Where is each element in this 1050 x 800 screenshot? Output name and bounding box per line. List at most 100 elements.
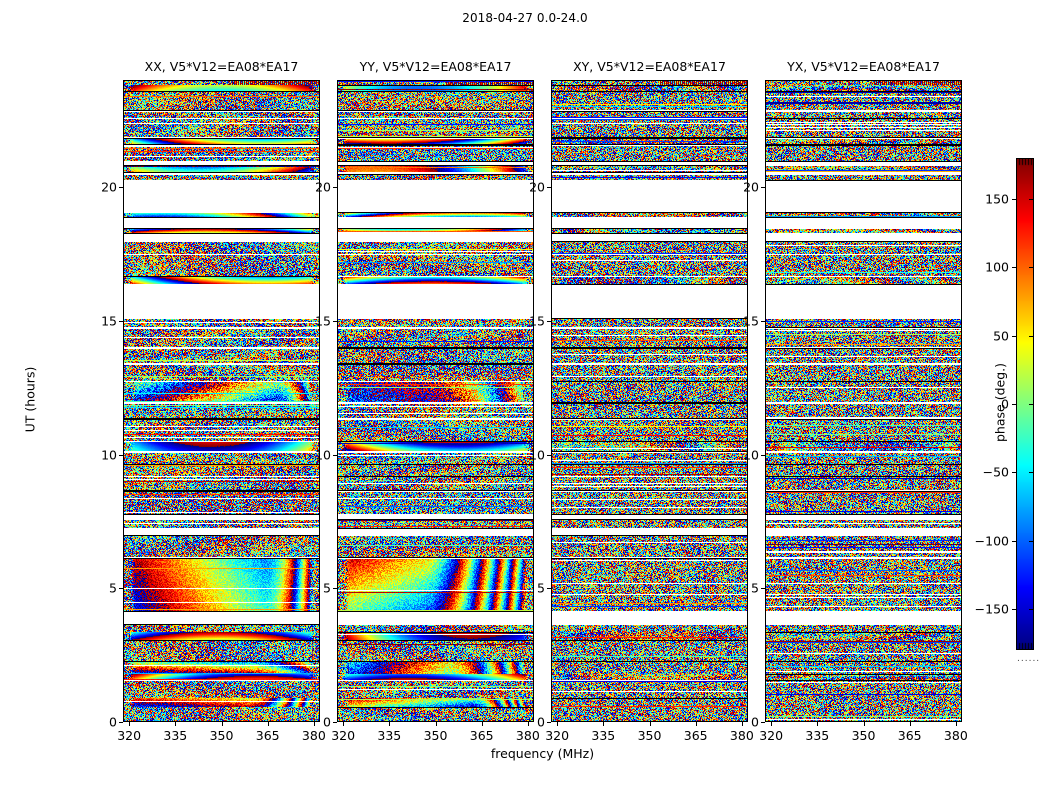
y-tick-label: 0 <box>537 714 545 730</box>
colorbar-tick-mark-inner <box>1029 199 1033 200</box>
y-tick-label: 15 <box>529 313 545 329</box>
subplot-title-yx: YX, V5*V12=EA08*EA17 <box>787 59 940 74</box>
y-tick-mark <box>333 722 337 723</box>
x-tick-mark <box>695 722 697 726</box>
waterfall-image-yx <box>766 81 961 721</box>
colorbar-tick-label: −50 <box>982 464 1009 480</box>
y-tick-label: 15 <box>743 313 759 329</box>
x-tick-mark <box>175 722 177 726</box>
y-tick-label: 0 <box>751 714 759 730</box>
subplot-yy[interactable]: YY, V5*V12=EA08*EA17 320 335 350 365 380 0 5 10 1… <box>315 59 540 743</box>
y-tick-label: 0 <box>323 714 331 730</box>
colorbar-tick-label: 50 <box>993 328 1009 344</box>
subplot-title-yy: YY, V5*V12=EA08*EA17 <box>359 59 512 74</box>
subplot-xx[interactable]: XX, V5*V12=EA08*EA17 320 335 350 365 380 0 5 10 1… <box>101 59 326 743</box>
colorbar-tick-mark-inner <box>1029 472 1033 474</box>
colorbar-tick-label: 100 <box>985 259 1009 275</box>
x-tick-label: 365 <box>255 728 280 743</box>
y-tick-label: 20 <box>743 179 759 195</box>
y-tick-mark <box>547 588 551 590</box>
colorbar-tick-mark-inner <box>1029 404 1033 405</box>
x-tick-label: 320 <box>331 728 356 743</box>
y-tick-label: 20 <box>315 179 331 195</box>
x-tick-mark <box>343 722 345 726</box>
x-tick-label: 380 <box>943 728 968 743</box>
x-tick-mark <box>557 722 559 726</box>
y-tick-label: 20 <box>101 179 117 195</box>
x-tick-mark <box>741 722 743 726</box>
x-tick-mark <box>863 722 865 726</box>
colorbar-gradient <box>1016 158 1034 650</box>
y-tick-mark <box>547 187 551 188</box>
x-tick-label: 335 <box>377 728 402 743</box>
x-tick-label: 380 <box>729 728 754 743</box>
waterfall-image-xy <box>552 81 747 721</box>
y-tick-mark <box>119 320 123 322</box>
x-tick-label: 350 <box>423 728 448 743</box>
x-tick-label: 365 <box>897 728 922 743</box>
x-tick-label: 350 <box>209 728 234 743</box>
y-tick-label: 10 <box>743 447 759 462</box>
y-tick-label: 10 <box>315 447 331 462</box>
x-tick-label: 365 <box>683 728 708 743</box>
y-tick-mark <box>547 722 551 723</box>
x-tick-label: 320 <box>545 728 570 743</box>
x-tick-mark <box>267 722 269 726</box>
y-tick-label: 5 <box>323 580 331 596</box>
y-tick-mark <box>547 454 551 456</box>
y-tick-label: 15 <box>315 313 331 329</box>
x-tick-mark <box>527 722 529 726</box>
x-tick-label: 335 <box>805 728 830 743</box>
y-tick-label: 0 <box>109 714 117 730</box>
y-tick-label: 15 <box>101 313 117 329</box>
y-axis-label: UT (hours) <box>22 366 38 433</box>
x-tick-label: 350 <box>637 728 662 743</box>
colorbar-tick-label: −100 <box>974 533 1009 549</box>
colorbar-tick-label: −150 <box>974 601 1009 617</box>
y-tick-mark <box>547 320 551 322</box>
x-tick-mark <box>221 722 223 726</box>
y-tick-mark <box>761 722 765 723</box>
x-tick-label: 365 <box>469 728 494 743</box>
colorbar-tick-mark-inner <box>1029 267 1033 269</box>
colorbar[interactable]: 150 100 50 0 −50 −100 −150 <box>975 158 1034 650</box>
y-tick-mark <box>119 454 123 456</box>
colorbar-tick-label: 0 <box>1001 396 1009 412</box>
x-tick-mark <box>313 722 315 726</box>
y-tick-label: 20 <box>529 179 545 195</box>
x-tick-mark <box>649 722 651 726</box>
subplot-title-xx: XX, V5*V12=EA08*EA17 <box>144 59 299 74</box>
x-tick-label: 380 <box>515 728 540 743</box>
x-tick-mark <box>817 722 819 726</box>
y-tick-mark <box>761 187 765 188</box>
colorbar-tick-mark-inner <box>1029 540 1033 542</box>
x-tick-mark <box>129 722 131 726</box>
x-tick-mark <box>603 722 605 726</box>
colorbar-label: phase (deg.) <box>992 363 1008 442</box>
colorbar-tick-mark <box>1012 404 1016 405</box>
y-tick-label: 5 <box>109 580 117 596</box>
x-tick-label: 320 <box>759 728 784 743</box>
colorbar-tick-label: 150 <box>985 191 1009 207</box>
colorbar-tick-mark <box>1012 609 1016 610</box>
y-tick-label: 10 <box>101 447 117 462</box>
subplot-title-xy: XY, V5*V12=EA08*EA17 <box>573 59 726 74</box>
y-tick-mark <box>761 588 765 590</box>
y-tick-label: 5 <box>751 580 759 596</box>
x-tick-mark <box>771 722 773 726</box>
x-tick-label: 335 <box>591 728 616 743</box>
x-tick-mark <box>481 722 483 726</box>
colorbar-tick-mark-inner <box>1029 335 1033 337</box>
subplot-yx[interactable]: YX, V5*V12=EA08*EA17 320 335 350 365 380 0 5 10 1… <box>743 59 968 743</box>
x-tick-label: 335 <box>163 728 188 743</box>
x-tick-mark <box>909 722 911 726</box>
x-tick-mark <box>435 722 437 726</box>
colorbar-tick-mark <box>1012 199 1016 200</box>
colorbar-tick-mark <box>1012 540 1016 542</box>
waterfall-image-xx <box>124 81 319 721</box>
y-tick-mark <box>761 454 765 456</box>
colorbar-tick-mark <box>1012 267 1016 269</box>
colorbar-tick-mark-inner <box>1029 609 1033 610</box>
subplot-xy[interactable]: XY, V5*V12=EA08*EA17 320 335 350 365 380 0 5 10 1… <box>529 59 754 743</box>
